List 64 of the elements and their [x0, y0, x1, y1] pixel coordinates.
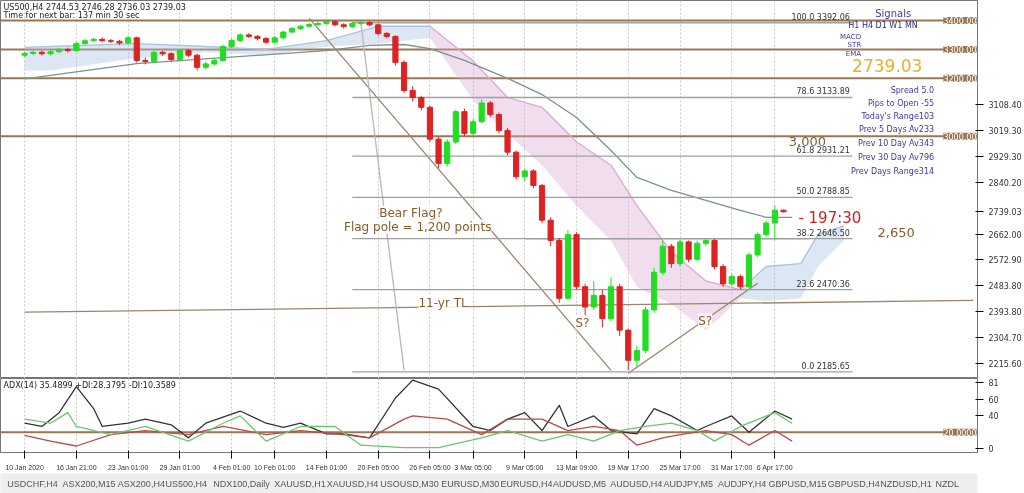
y-tick-label: 2929.30: [988, 153, 1022, 163]
text: GBPUSD,M15: [768, 478, 827, 489]
annotation: 2739.03: [852, 56, 923, 76]
annotation: Flag pole = 1,200 points: [344, 219, 492, 234]
text: US500,H4: [165, 478, 208, 489]
y-tick-label: 81: [988, 379, 999, 389]
y-tick-label: 2739.03: [988, 208, 1022, 218]
annotation: S?: [575, 315, 590, 330]
y-tick-label: 2304.70: [988, 333, 1022, 343]
text: NZDUSD,H1: [880, 478, 932, 489]
text: GBPUSD,H4: [827, 478, 880, 489]
ref-line-label: 3400.00: [943, 16, 977, 26]
y-tick-label: 2215.60: [988, 359, 1022, 369]
annotation: Prev 30 Day Av796: [858, 153, 935, 162]
ref-line-label: 20.0000: [943, 428, 977, 438]
text: ASX200,H4: [117, 478, 165, 489]
text: Time for next bar: 137 min 30 sec: [2, 10, 140, 20]
chart-title: US500,H4 2744.53 2746.28 2736.03 2739.03: [3, 2, 186, 12]
y-tick-label: 2840.20: [988, 179, 1022, 188]
y-tick-label: 40: [988, 412, 999, 422]
series-label: 0.0 2185.65: [801, 361, 850, 371]
annotation: S?: [698, 313, 713, 328]
y-tick-label: 0: [988, 444, 994, 454]
text: NDX100,Daily: [213, 478, 271, 489]
text: AUDJPY,H4: [717, 478, 767, 489]
y-tick-label: 2393.80: [988, 308, 1022, 318]
text: EURUSD,H4: [500, 478, 553, 489]
text: USOUSD,M30: [380, 478, 439, 489]
annotation: H1 H4 D1 W1 MN: [848, 21, 918, 30]
y-tick-label: 3019.30: [988, 127, 1022, 137]
series-label: 50.0 2788.85: [796, 187, 850, 197]
text: AUDUSD,H4: [610, 478, 663, 489]
ref-line-label: 3000.00: [943, 132, 977, 142]
series-label: 100.0 3392.06: [791, 12, 850, 22]
annotation: Prev Days Range314: [850, 167, 935, 176]
text: EURUSD,M30: [441, 478, 500, 489]
text: ASX200,M15: [62, 478, 116, 489]
annotation: Bear Flag?: [379, 205, 443, 220]
annotation: Signals: [875, 8, 912, 19]
chart-title: ADX(14) 35.4899 +DI:28.3795 -DI:10.3589: [3, 380, 176, 390]
annotation: 2,650: [877, 225, 915, 240]
y-tick-label: 2662.00: [988, 230, 1022, 240]
text: AUDJPY,M5: [663, 478, 713, 489]
text: XAUUSD,H4: [326, 478, 379, 489]
annotation: Spread 5.0: [890, 86, 935, 95]
series-label: 38.2 2646.50: [796, 228, 850, 238]
annotation: Prev 10 Day Av343: [858, 139, 935, 148]
annotation: Today's Range103: [860, 112, 935, 121]
y-tick-label: 60: [988, 396, 999, 406]
text: XAUUSD,H1: [274, 478, 326, 489]
text: USDCHF,H4: [7, 478, 58, 489]
annotation: 11-yr TL: [418, 295, 468, 310]
y-tick-label: 2572.90: [988, 256, 1022, 266]
annotation: Prev 5 Days Av233: [858, 125, 935, 134]
ref-line-label: 3300.00: [943, 45, 977, 55]
series-label: 23.6 2470.36: [796, 279, 850, 289]
y-tick-label: 2483.80: [988, 282, 1022, 292]
text: AUDUSD,M5: [552, 478, 606, 489]
series-label: 78.6 3133.89: [796, 87, 850, 97]
text: NZDL: [935, 478, 960, 489]
y-tick-label: 3108.40: [988, 101, 1022, 111]
annotation: Pips to Open -55: [867, 99, 935, 108]
ref-line-label: 3200.00: [943, 74, 977, 84]
annotation: - 197:30: [798, 208, 862, 227]
